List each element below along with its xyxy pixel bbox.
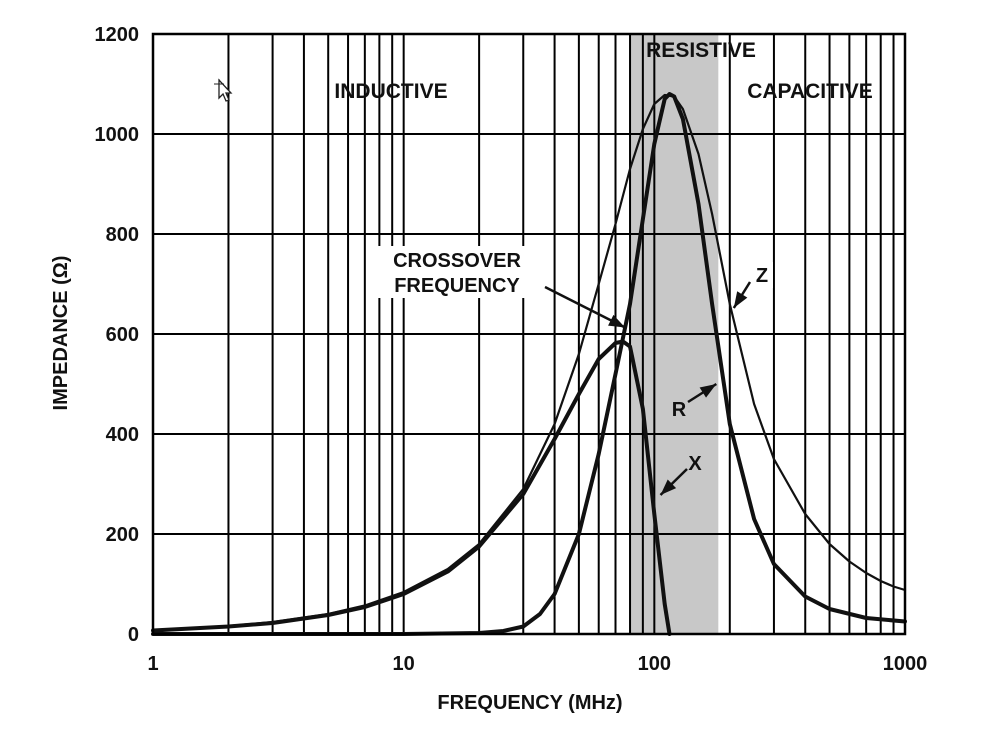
series-x-line [151, 339, 672, 636]
z-curve-label: Z [756, 265, 768, 287]
y-tick-label: 1000 [95, 124, 140, 146]
y-tick-label: 0 [128, 624, 139, 646]
y-tick-label: 1200 [95, 24, 140, 46]
crossover-label-backing [372, 246, 544, 298]
y-axis-title: IMPEDANCE (Ω) [50, 256, 72, 411]
tick-labels: 1 10 100 1000 0 200 400 600 800 1000 1200 [95, 24, 928, 675]
annotation-arrows [544, 281, 752, 496]
x-tick-label: 1 [147, 653, 158, 675]
y-tick-label: 400 [106, 424, 139, 446]
region-label-capacitive: CAPACITIVE [747, 80, 873, 103]
r-arrow-head [699, 384, 717, 398]
x-tick-label: 100 [638, 653, 671, 675]
y-tick-label: 200 [106, 524, 139, 546]
z-arrow-head [733, 291, 748, 308]
curves [151, 92, 907, 636]
z-label-backing [751, 262, 773, 288]
y-tick-label: 600 [106, 324, 139, 346]
crossover-label-line1: CROSSOVER [393, 250, 521, 272]
x-tick-label: 1000 [883, 653, 928, 675]
region-label-resistive: RESISTIVE [646, 39, 756, 62]
mouse-cursor-icon [214, 78, 233, 102]
series-r-line [151, 92, 907, 636]
x-curve-label: X [688, 453, 702, 475]
plot-border [151, 32, 907, 636]
crossover-label-line2: FREQUENCY [394, 275, 520, 297]
region-label-inductive: INDUCTIVE [334, 80, 447, 103]
plot-frame [151, 32, 907, 636]
x-axis-title: FREQUENCY (MHz) [437, 692, 622, 714]
x-arrow-head [660, 479, 677, 495]
x-tick-label: 10 [393, 653, 415, 675]
r-curve-label: R [672, 399, 687, 421]
crossover-arrow-head [608, 314, 626, 328]
y-tick-label: 800 [106, 224, 139, 246]
